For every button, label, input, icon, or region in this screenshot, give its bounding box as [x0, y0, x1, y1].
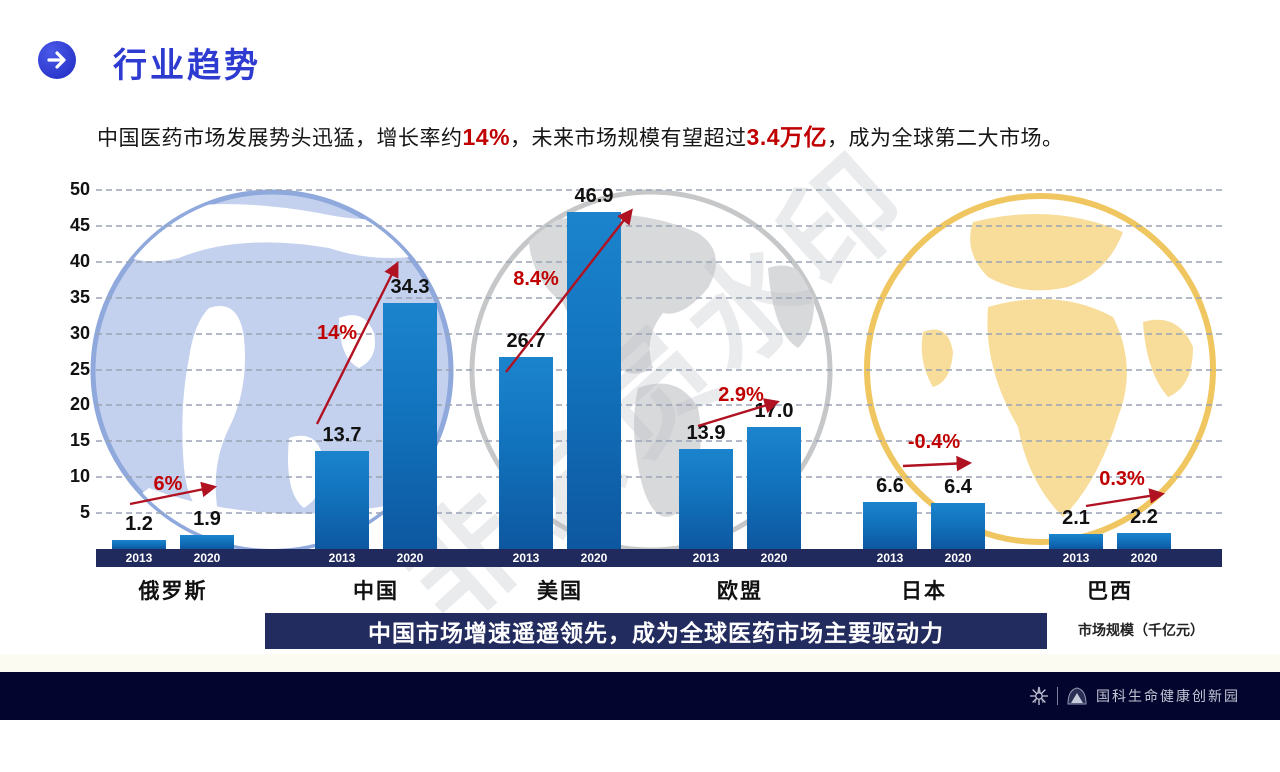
growth-rate-label: 2.9%: [718, 384, 764, 406]
bar-2013: [679, 449, 733, 549]
footer-divider: [1057, 687, 1058, 705]
arrow-right-circle-icon: [38, 41, 76, 79]
footer-brand: 国科生命健康创新园: [1096, 688, 1240, 704]
year-label: 2020: [580, 551, 608, 565]
year-label: 2020: [193, 551, 221, 565]
bar-2020: [1117, 533, 1171, 549]
gridline: [96, 476, 1222, 479]
gridline: [96, 332, 1222, 335]
unit-note: 市场规模（千亿元）: [1078, 622, 1204, 638]
bar-2013: [315, 450, 369, 549]
bar-value-label: 6.4: [944, 476, 972, 499]
gridline: [96, 260, 1222, 263]
bar-value-label: 1.9: [193, 508, 221, 531]
year-label: 2013: [1062, 551, 1090, 565]
y-axis-tick-label: 45: [69, 214, 90, 235]
year-label: 2020: [1130, 551, 1158, 565]
page-title: 行业趋势: [113, 47, 261, 85]
growth-rate-label: -0.4%: [907, 431, 961, 453]
bar-value-label: 13.7: [322, 423, 362, 446]
year-label: 2020: [396, 551, 424, 565]
year-label: 2020: [944, 551, 972, 565]
subtitle-segment: 中国医药市场发展势头迅猛，增长率约: [97, 127, 463, 150]
bar-value-label: 2.2: [1130, 506, 1158, 529]
gridline: [96, 189, 1222, 191]
bar-2020: [567, 212, 621, 549]
y-axis-tick-label: 30: [69, 322, 90, 343]
growth-rate-label: 14%: [316, 322, 358, 344]
bar-value-label: 26.7: [506, 330, 546, 353]
conclusion-banner: 中国市场增速遥遥领先，成为全球医药市场主要驱动力: [265, 613, 1047, 649]
subtitle-segment: ，未来市场规模有望超过: [510, 127, 747, 150]
y-axis-tick-label: 10: [69, 466, 90, 487]
bar-2013: [1049, 533, 1103, 549]
y-axis-tick-label: 25: [69, 358, 90, 379]
bar-2013: [499, 357, 553, 549]
gridline: [96, 440, 1222, 443]
gridline: [96, 296, 1222, 299]
bar-value-label: 34.3: [390, 275, 430, 298]
footer-logo: 国科生命健康创新园: [1029, 686, 1240, 706]
country-label: 美国: [537, 580, 583, 603]
subtitle-highlight: 3.4万亿: [746, 124, 828, 150]
mountain-icon: [1067, 687, 1087, 705]
y-axis-tick-label: 50: [69, 179, 90, 199]
y-axis-tick-label: 40: [69, 250, 90, 271]
growth-rate-label: 0.3%: [1099, 468, 1145, 490]
bar-value-label: 13.9: [686, 422, 726, 445]
y-axis-tick-label: 15: [69, 430, 90, 451]
year-label: 2013: [692, 551, 720, 565]
country-label: 俄罗斯: [138, 580, 208, 603]
pre-footer-strip: [0, 654, 1280, 672]
bar-2020: [931, 503, 985, 549]
y-axis-tick-label: 20: [69, 394, 90, 415]
year-label: 2013: [512, 551, 540, 565]
country-label: 巴西: [1087, 580, 1133, 603]
growth-rate-label: 6%: [153, 473, 183, 495]
gridline: [96, 512, 1222, 515]
gridline: [96, 224, 1222, 227]
year-label: 2013: [328, 551, 356, 565]
year-label: 2013: [876, 551, 904, 565]
year-label: 2013: [125, 551, 153, 565]
country-label: 日本: [901, 580, 947, 603]
growth-rate-label: 8.4%: [513, 268, 559, 290]
gridline: [96, 368, 1222, 371]
bar-2013: [863, 501, 917, 549]
country-label: 欧盟: [717, 580, 763, 603]
bar-value-label: 46.9: [574, 185, 614, 208]
bar-2020: [180, 535, 234, 549]
x-axis-band: [96, 549, 1222, 567]
bar-value-label: 1.2: [125, 513, 153, 536]
y-axis-tick-label: 35: [69, 286, 90, 307]
subtitle-highlight: 14%: [462, 124, 511, 150]
bar-value-label: 6.6: [876, 474, 904, 497]
market-size-bar-chart: 5 10 15 20 25 30 35 40 45 50 1.2 2013 1.9 2020 俄罗斯 6% 13…: [69, 179, 1222, 603]
bar-2020: [747, 426, 801, 549]
footer-bar: 国科生命健康创新园: [0, 672, 1280, 720]
gridline: [96, 404, 1222, 407]
starburst-icon: [1030, 686, 1048, 705]
bar-2013: [112, 540, 166, 549]
subtitle-segment: ，成为全球第二大市场。: [827, 127, 1064, 150]
subtitle: 中国医药市场发展势头迅猛，增长率约14%，未来市场规模有望超过3.4万亿，成为全…: [97, 118, 1207, 152]
year-label: 2020: [760, 551, 788, 565]
y-axis-tick-label: 5: [79, 502, 90, 523]
bar-value-label: 2.1: [1062, 506, 1090, 529]
country-label: 中国: [353, 580, 399, 603]
